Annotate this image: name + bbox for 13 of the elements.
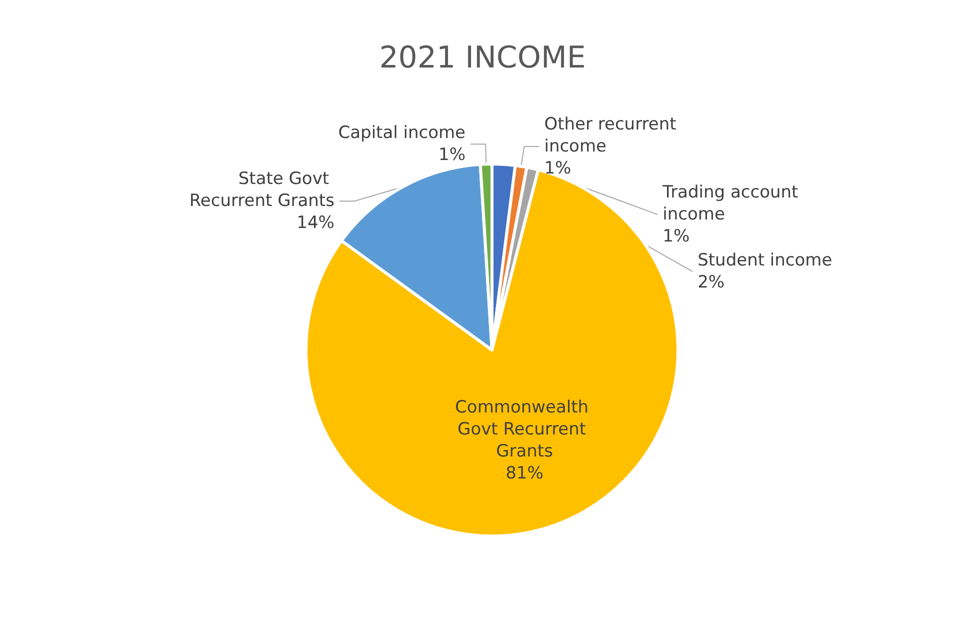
data-label: 1% bbox=[662, 226, 690, 247]
data-label: 1% bbox=[544, 158, 572, 179]
slice-label: Capital income bbox=[338, 123, 466, 144]
data-label: 1% bbox=[438, 145, 466, 166]
slice-label: Trading account income bbox=[662, 182, 804, 225]
slice-label: Commonwealth Govt Recurrent Grants bbox=[455, 397, 594, 462]
chart-title: 2021 INCOME bbox=[379, 40, 586, 76]
slice-label: State Govt Recurrent Grants bbox=[189, 169, 335, 212]
data-label: 81% bbox=[506, 463, 544, 484]
data-label: 14% bbox=[296, 213, 334, 234]
slice-label: Other recurrent income bbox=[544, 114, 682, 157]
slice-label: Student income bbox=[698, 250, 832, 271]
data-label: 2% bbox=[698, 272, 725, 293]
